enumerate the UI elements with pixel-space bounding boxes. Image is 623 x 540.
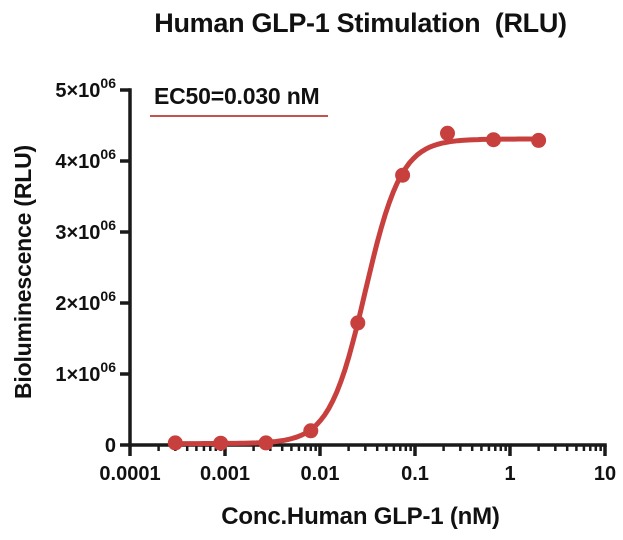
y-tick-label: 5×1006 <box>55 75 116 102</box>
x-axis-ticks: 0.0001 0.001 0.01 0.1 1 10 <box>99 445 616 485</box>
x-tick-label: 0.0001 <box>99 463 160 485</box>
y-axis-title: Bioluminescence (RLU) <box>10 145 36 399</box>
x-tick-label: 0.001 <box>200 463 250 485</box>
data-point <box>350 315 366 331</box>
data-point <box>303 423 319 439</box>
chart-title: Human GLP-1 Stimulation (RLU) <box>154 8 567 38</box>
data-point <box>440 125 455 141</box>
x-tick-label: 10 <box>594 463 616 485</box>
data-points <box>167 125 547 451</box>
data-point <box>167 435 183 451</box>
data-point <box>213 435 229 451</box>
ec50-annotation: EC50=0.030 nM <box>150 83 328 117</box>
y-tick-label: 4×1006 <box>55 146 116 173</box>
x-tick-label: 0.01 <box>301 463 340 485</box>
y-tick-label: 1×1006 <box>55 359 116 386</box>
x-tick-label: 0.1 <box>401 463 429 485</box>
fit-curve <box>172 136 542 447</box>
y-tick-label: 3×1006 <box>55 217 116 244</box>
y-tick-label: 2×1006 <box>55 288 116 315</box>
data-point <box>258 435 274 451</box>
x-tick-label: 1 <box>504 463 515 485</box>
y-tick-label: 0 <box>105 435 116 457</box>
x-axis-title: Conc.Human GLP-1 (nM) <box>221 503 500 530</box>
y-axis-ticks: 0 1×1006 2×1006 3×1006 4×1006 5×1006 <box>55 75 130 457</box>
data-point <box>531 132 547 148</box>
data-point <box>395 167 411 183</box>
data-point <box>486 132 501 148</box>
